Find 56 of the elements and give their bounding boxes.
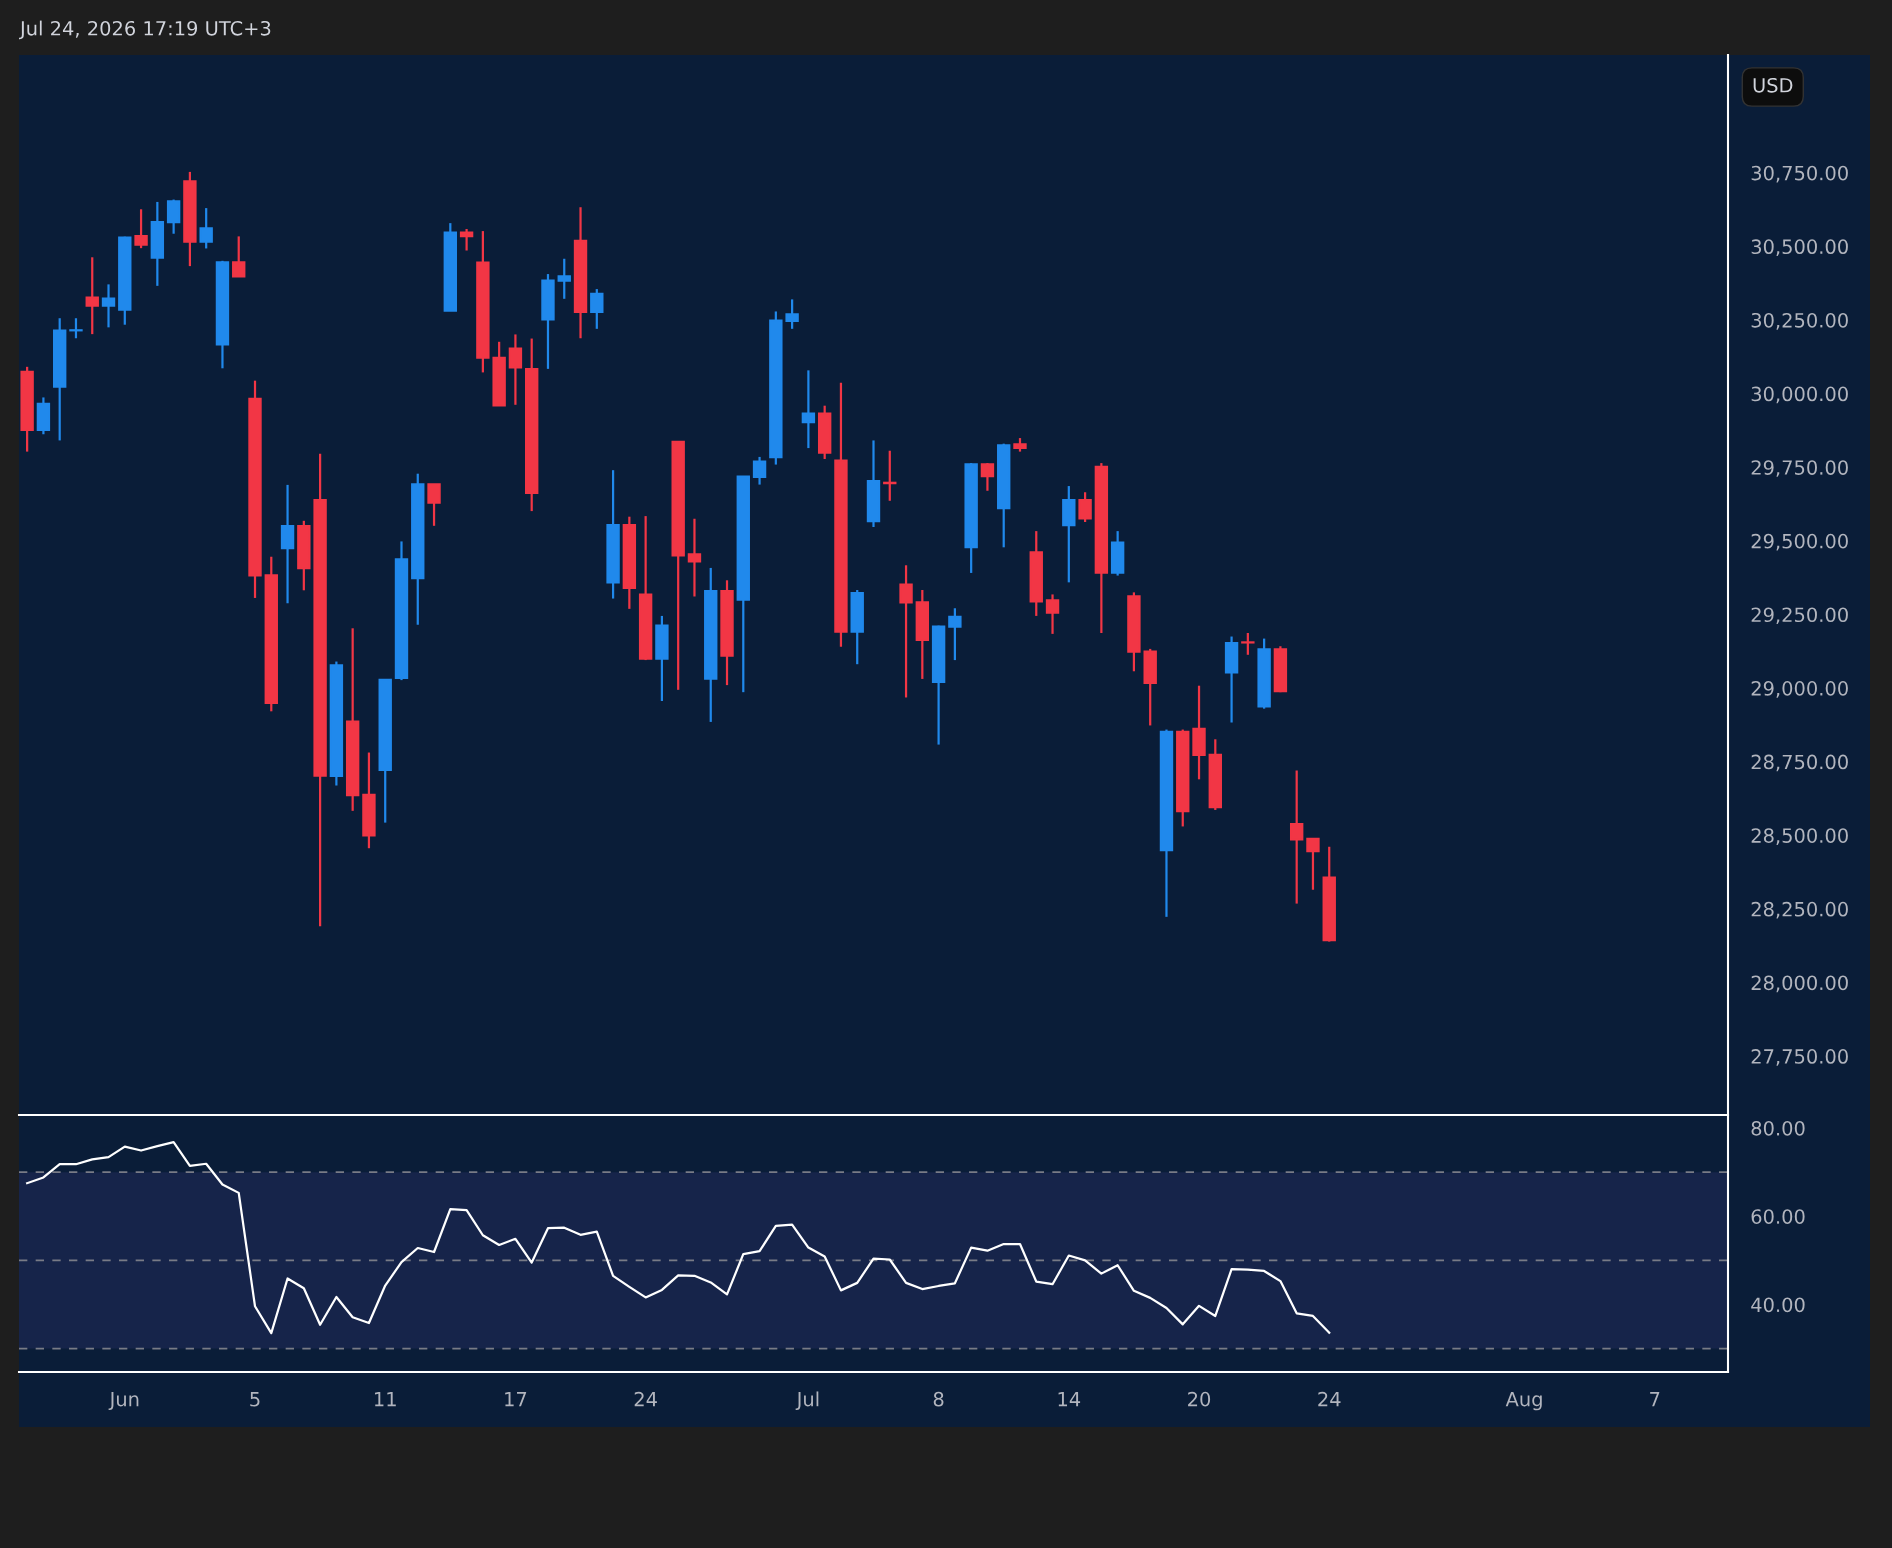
y-tick-label: 60.00 [1751, 1209, 1805, 1224]
x-tick-label: Aug [1505, 1392, 1542, 1411]
candlestick [801, 369, 816, 450]
candlestick [1306, 837, 1320, 891]
x-tick-label: 24 [1318, 1391, 1341, 1407]
candlestick [101, 283, 116, 329]
y-tick-label: 29,500.00 [1751, 533, 1848, 551]
chart-title: Jul 24, 2026 17:19 UTC+3 [18, 20, 271, 40]
candlestick [1045, 593, 1060, 635]
y-tick-label: 80.00 [1751, 1120, 1805, 1136]
candlestick [590, 287, 604, 330]
y-tick-label: 30,750.00 [1751, 165, 1848, 183]
candlestick [752, 455, 767, 486]
line-series [26, 1141, 1331, 1335]
y-tick-label: 30,500.00 [1751, 239, 1848, 257]
candlestick [280, 483, 295, 605]
candlestick [199, 207, 213, 250]
candlestick [459, 227, 474, 252]
y-tick-label: 27,750.00 [1751, 1049, 1848, 1066]
x-tick-label: 17 [505, 1392, 527, 1407]
candlestick [899, 564, 913, 699]
x-tick-label: 8 [933, 1391, 944, 1407]
y-tick-label: 29,250.00 [1751, 607, 1848, 625]
y-tick-label: 29,000.00 [1751, 681, 1848, 698]
x-tick-label: 7 [1650, 1392, 1660, 1407]
y-tick-label: 29,750.00 [1751, 460, 1848, 477]
y-tick-label: 28,750.00 [1751, 754, 1848, 772]
candlestick [1078, 491, 1092, 524]
candlestick [557, 257, 571, 300]
text: USD [1753, 77, 1793, 93]
x-tick-label: Jul [795, 1391, 819, 1411]
y-tick-label: 30,250.00 [1751, 312, 1848, 330]
candlestick [948, 607, 962, 662]
candlestick [232, 235, 246, 278]
y-tick-label: 28,250.00 [1751, 901, 1848, 919]
candlestick [85, 256, 99, 336]
candlestick [1289, 769, 1304, 905]
candlestick [687, 517, 702, 598]
y-tick-label: 28,500.00 [1751, 828, 1848, 845]
candlestick [980, 461, 995, 492]
x-tick-label: 24 [634, 1391, 657, 1407]
y-tick-label: 30,000.00 [1751, 386, 1848, 404]
candlestick [69, 317, 83, 340]
candlestick [166, 198, 181, 235]
y-tick-label: 40.00 [1751, 1297, 1805, 1313]
x-tick-label: 5 [250, 1392, 260, 1407]
y-tick-label: 28,000.00 [1751, 975, 1848, 993]
x-tick-label: 14 [1058, 1392, 1081, 1407]
candlestick [1241, 631, 1255, 656]
candlestick [134, 208, 148, 250]
candlestick [508, 333, 523, 406]
x-tick-label: 11 [374, 1392, 396, 1407]
x-tick-label: Jun [108, 1392, 139, 1411]
candlestick [785, 298, 799, 330]
x-tick-label: 20 [1188, 1391, 1211, 1407]
candlestick [427, 482, 441, 527]
